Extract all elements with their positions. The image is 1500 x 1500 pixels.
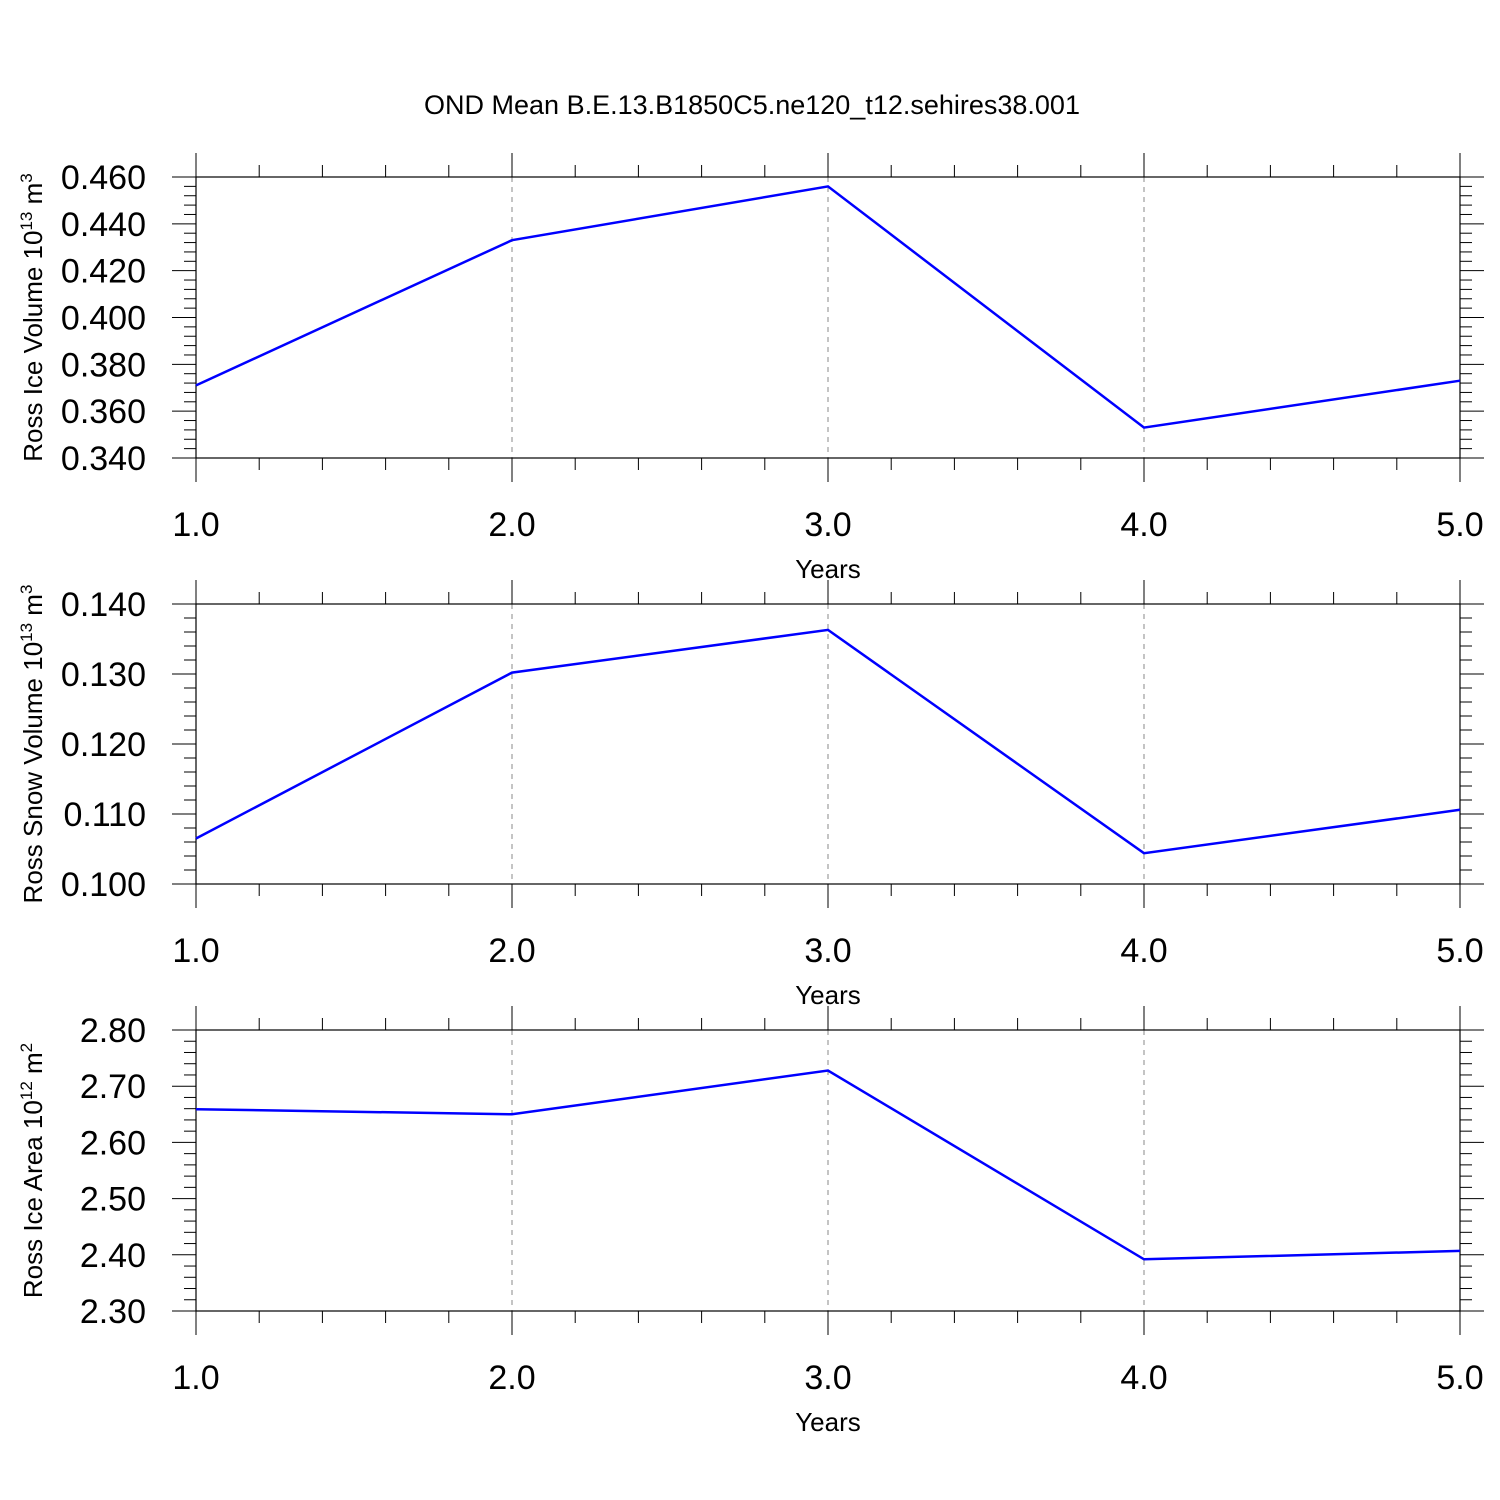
y-axis-label: Ross Snow Volume 1013 m3 (17, 585, 48, 904)
x-tick-label: 4.0 (1120, 932, 1167, 970)
x-tick-label: 1.0 (172, 1359, 219, 1397)
y-tick-label: 2.60 (80, 1124, 146, 1162)
x-tick-label: 5.0 (1436, 932, 1483, 970)
y-axis-label-unit-exp: 3 (17, 585, 36, 594)
x-axis-label: Years (795, 1407, 861, 1437)
y-tick-label: 0.380 (61, 346, 146, 384)
y-axis-label-text: Ross Ice Area 10 (18, 1100, 48, 1298)
y-axis-label-unit: m (18, 183, 48, 212)
y-tick-label: 0.460 (61, 159, 146, 197)
x-tick-label: 5.0 (1436, 1359, 1483, 1397)
y-tick-label: 2.40 (80, 1237, 146, 1275)
x-tick-label: 2.0 (488, 506, 535, 544)
y-tick-label: 0.110 (63, 796, 146, 834)
chart-panel-3: 1.0 2.0 3.0 4.0 5.0 Years 2.30 2.40 2.50 2.60 2.70… (17, 1006, 1484, 1437)
series-line (195, 628, 1461, 855)
y-axis-label-unit-exp: 3 (17, 173, 36, 182)
y-axis-label-exp: 12 (17, 1081, 36, 1100)
x-axis-label: Years (795, 980, 861, 1010)
y-tick-label: 2.50 (80, 1181, 146, 1219)
y-tick-label: 2.80 (80, 1012, 146, 1050)
x-tick-label: 1.0 (172, 506, 219, 544)
y-tick-label: 2.70 (80, 1068, 146, 1106)
panels: 1.0 2.0 3.0 4.0 5.0 Years 0.340 0.360 0.380 0.400… (17, 153, 1484, 1437)
y-tick-label: 2.30 (80, 1293, 146, 1331)
y-axis-label-text: Ross Ice Volume 10 (18, 231, 48, 462)
y-tick-label: 0.100 (61, 866, 146, 904)
y-axis-label-text: Ross Snow Volume 10 (18, 642, 48, 904)
series-line (195, 185, 1461, 429)
y-tick-label: 0.400 (61, 300, 146, 338)
y-tick-label: 0.120 (61, 726, 146, 764)
y-axis-label: Ross Ice Volume 1013 m3 (17, 173, 48, 462)
chart-panel-2: 1.0 2.0 3.0 4.0 5.0 Years 0.100 0.110 0.120 0.130… (17, 580, 1484, 1010)
x-tick-label: 3.0 (804, 1359, 851, 1397)
y-tick-label: 0.130 (61, 656, 146, 694)
y-axis-label-exp: 13 (17, 623, 36, 642)
y-axis-label: Ross Ice Area 1012 m2 (17, 1043, 48, 1298)
y-tick-label: 0.440 (61, 206, 146, 244)
series-line (195, 1069, 1461, 1261)
x-tick-label: 4.0 (1120, 1359, 1167, 1397)
chart-panel-1: 1.0 2.0 3.0 4.0 5.0 Years 0.340 0.360 0.380 0.400… (17, 153, 1484, 584)
x-tick-label: 3.0 (804, 506, 851, 544)
x-axis-label: Years (795, 554, 861, 584)
x-tick-label: 2.0 (488, 1359, 535, 1397)
y-tick-label: 0.340 (61, 440, 146, 478)
x-tick-label: 4.0 (1120, 506, 1167, 544)
y-axis-label-exp: 13 (17, 212, 36, 231)
figure-title: OND Mean B.E.13.B1850C5.ne120_t12.sehire… (424, 90, 1080, 120)
y-tick-label: 0.420 (61, 253, 146, 291)
y-axis-label-unit: m (18, 594, 48, 623)
y-tick-label: 0.360 (61, 393, 146, 431)
x-tick-label: 5.0 (1436, 506, 1483, 544)
x-tick-label: 3.0 (804, 932, 851, 970)
x-tick-label: 2.0 (488, 932, 535, 970)
y-axis-label-unit-exp: 2 (17, 1043, 36, 1052)
y-axis-label-unit: m (18, 1052, 48, 1081)
y-tick-label: 0.140 (61, 586, 146, 624)
x-tick-label: 1.0 (172, 932, 219, 970)
